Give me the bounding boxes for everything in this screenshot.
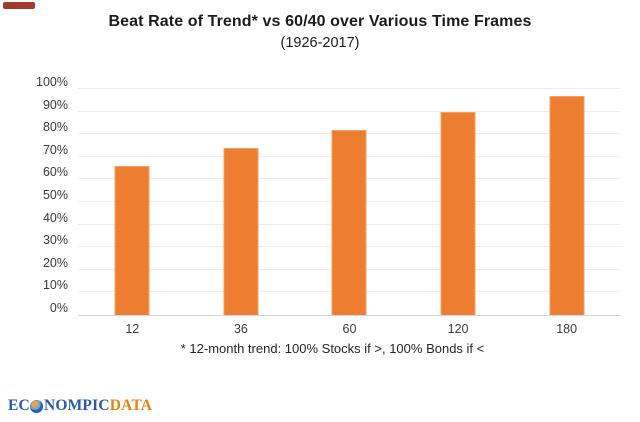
y-tick-label: 90% (42, 97, 68, 112)
bar-band-36 (187, 89, 296, 315)
y-tick-label: 10% (42, 278, 68, 293)
bar-series (78, 89, 621, 315)
x-axis-tick-labels: 12 36 60 120 180 (78, 322, 621, 336)
x-tick-label-12: 12 (125, 322, 140, 336)
x-tick-label-120: 120 (447, 322, 469, 336)
gridline-100 (78, 88, 621, 89)
y-tick-label: 80% (42, 120, 68, 135)
chart-footnote: * 12-month trend: 100% Stocks if >, 100%… (180, 341, 485, 356)
y-tick-label: 20% (42, 255, 68, 270)
globe-icon (30, 399, 44, 413)
y-tick-label: 50% (42, 188, 68, 202)
logo-text-ec: EC (8, 397, 30, 414)
top-left-red-mark (3, 2, 35, 9)
gridline-90 (78, 110, 621, 112)
x-tick-label-180: 180 (556, 322, 578, 336)
logo-text-data: DATA (109, 397, 153, 414)
y-tick-label: 0% (49, 301, 68, 315)
plot-area (78, 88, 621, 316)
title-block: Beat Rate of Trend* vs 60/40 over Variou… (0, 13, 640, 51)
chart-subtitle: (1926-2017) (280, 35, 360, 51)
y-tick-label: 100% (36, 75, 68, 89)
bar-180 (549, 95, 585, 315)
bar-band-12 (78, 89, 187, 315)
y-tick-label: 40% (42, 210, 68, 225)
logo-text-nompic: NOMPIC (43, 397, 110, 414)
bar-band-60 (295, 89, 404, 315)
bar-36 (223, 147, 259, 315)
econompic-logo: EC NOMPIC DATA (8, 398, 152, 414)
bar-12 (114, 165, 150, 315)
chart-title: Beat Rate of Trend* vs 60/40 over Variou… (108, 13, 532, 30)
y-axis-tick-labels: 0% 10% 20% 30% 40% 50% 60% 70% 80% 90% 100% (0, 75, 68, 315)
bar-120 (440, 111, 476, 315)
y-tick-label: 60% (42, 165, 68, 180)
bar-60 (331, 129, 367, 315)
y-tick-label: 30% (42, 233, 68, 248)
bar-band-180 (512, 89, 621, 315)
x-tick-label-36: 36 (233, 322, 248, 336)
bar-band-120 (404, 89, 513, 315)
y-tick-label: 70% (42, 142, 68, 157)
x-tick-label-60: 60 (342, 322, 357, 336)
